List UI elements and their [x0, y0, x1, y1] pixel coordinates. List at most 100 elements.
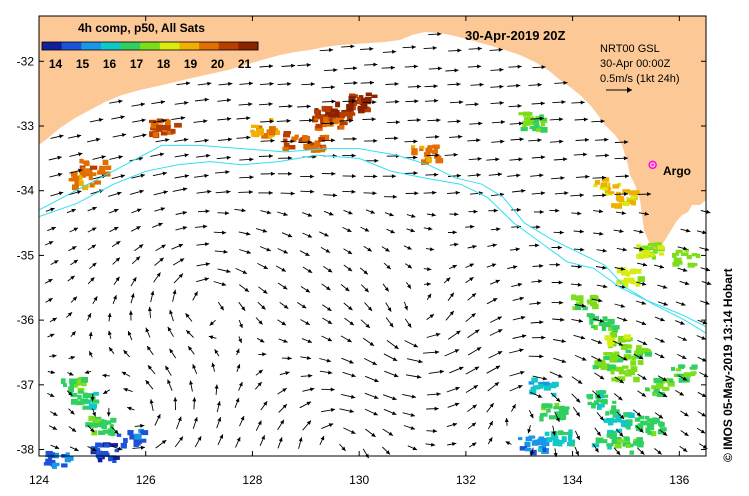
sst-patch	[592, 351, 624, 372]
sst-pixel	[610, 336, 616, 342]
current-arrow	[319, 358, 332, 363]
current-arrow	[134, 244, 144, 252]
current-arrow	[342, 99, 356, 104]
current-arrow	[150, 152, 165, 157]
scale-arrow	[606, 87, 632, 93]
colorbar-tick-label: 16	[103, 57, 117, 71]
current-arrow	[549, 117, 564, 122]
colorbar-segment	[238, 42, 259, 50]
current-arrow	[277, 82, 292, 86]
current-arrow	[239, 249, 252, 254]
current-arrow	[529, 301, 542, 306]
sst-pixel	[608, 430, 617, 437]
sst-pixel	[598, 322, 607, 327]
sst-pixel	[558, 440, 565, 444]
sst-pixel	[108, 455, 113, 462]
current-arrow	[70, 296, 78, 303]
sst-pixel	[563, 406, 570, 410]
sst-pixel	[95, 442, 102, 448]
sst-pixel	[302, 135, 308, 139]
current-arrow	[70, 259, 79, 266]
sst-pixel	[567, 434, 573, 441]
sst-pixel	[166, 128, 174, 135]
sst-pixel	[83, 172, 91, 177]
sst-pixel	[326, 121, 334, 127]
sst-patch	[610, 365, 640, 383]
sst-pixel	[149, 131, 157, 138]
current-arrow	[591, 298, 603, 303]
sst-pixel	[536, 127, 541, 132]
current-arrow	[386, 228, 395, 234]
current-arrow	[422, 350, 440, 355]
sst-pixel	[325, 111, 333, 115]
current-arrow	[45, 297, 53, 303]
current-arrow	[217, 301, 225, 311]
sst-pixel	[636, 244, 641, 248]
map-plot-area	[38, 15, 712, 469]
sst-pixel	[606, 417, 615, 423]
current-arrow	[592, 318, 605, 323]
current-arrow	[322, 99, 336, 104]
sst-pixel	[346, 114, 353, 121]
current-arrow	[675, 320, 685, 325]
sst-pixel	[97, 457, 103, 463]
current-arrow	[423, 267, 432, 271]
sst-pixel	[348, 99, 355, 105]
current-arrow	[175, 226, 188, 231]
sst-pixel	[360, 103, 368, 109]
sst-pixel	[356, 97, 361, 102]
current-arrow	[551, 300, 564, 305]
current-arrow	[469, 121, 483, 126]
sst-pixel	[611, 434, 616, 439]
sst-pixel	[657, 245, 665, 250]
current-arrow	[239, 415, 245, 427]
sst-pixel	[606, 432, 612, 438]
current-arrow	[677, 336, 688, 341]
sst-pixel	[66, 456, 74, 461]
current-arrow	[298, 140, 313, 145]
sst-pixel	[94, 418, 102, 424]
current-arrow	[428, 66, 443, 71]
current-arrow	[174, 436, 184, 448]
sst-pixel	[82, 405, 90, 410]
current-arrow	[213, 281, 227, 286]
current-arrow	[487, 437, 493, 445]
sst-pixel	[328, 117, 336, 122]
current-arrow	[591, 119, 605, 124]
current-arrow	[465, 263, 475, 269]
current-arrow	[84, 370, 92, 374]
current-arrow	[528, 409, 534, 419]
current-arrow	[47, 333, 55, 338]
current-arrow	[467, 173, 481, 177]
current-arrow	[678, 375, 688, 381]
current-arrow	[528, 354, 544, 359]
current-arrow	[511, 282, 523, 287]
current-arrow	[319, 48, 334, 52]
current-arrow	[655, 337, 665, 343]
current-arrow	[153, 272, 161, 283]
current-arrow	[486, 157, 500, 162]
sst-pixel	[651, 385, 656, 390]
sst-pixel	[419, 145, 425, 149]
current-arrow	[300, 174, 315, 179]
current-arrow	[382, 283, 390, 292]
current-arrow	[551, 280, 563, 285]
sst-pixel	[647, 243, 655, 247]
sst-pixel	[251, 131, 257, 137]
sst-pixel	[636, 442, 644, 448]
sst-pixel	[540, 439, 545, 446]
current-arrow	[279, 302, 289, 309]
current-arrow	[154, 207, 166, 212]
current-arrow	[130, 276, 137, 287]
current-arrow	[447, 402, 460, 408]
sst-pixel	[82, 185, 89, 191]
current-arrow	[382, 394, 397, 401]
current-arrow	[489, 316, 503, 323]
sst-pixel	[652, 417, 660, 424]
current-arrow	[107, 312, 112, 322]
current-arrow	[194, 138, 209, 143]
sst-pixel	[68, 386, 75, 392]
current-arrow	[176, 81, 191, 86]
current-arrow	[175, 211, 187, 215]
current-arrow	[167, 379, 173, 391]
